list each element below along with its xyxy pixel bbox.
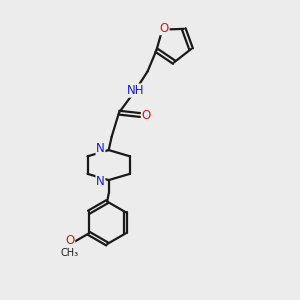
Text: O: O [142,109,151,122]
Text: O: O [65,234,75,247]
Text: N: N [96,142,105,155]
Text: CH₃: CH₃ [61,248,79,257]
Text: NH: NH [127,84,144,97]
Text: N: N [96,175,105,188]
Text: O: O [160,22,169,34]
